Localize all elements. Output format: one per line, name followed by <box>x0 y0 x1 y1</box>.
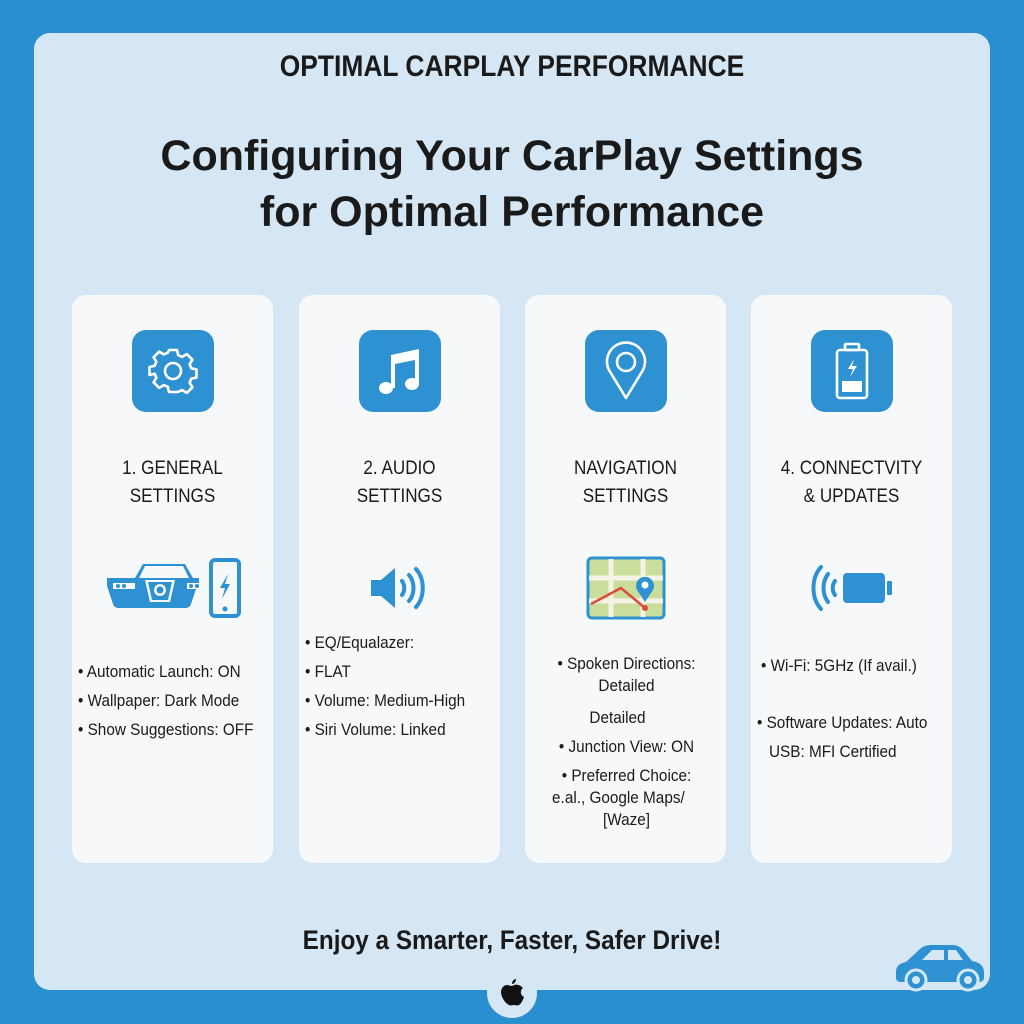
list-item: Detailed <box>589 708 646 727</box>
card-heading: 2. AUDIO SETTINGS <box>356 458 443 507</box>
kicker-heading: OPTIMAL CARPLAY PERFORMANCE <box>279 50 745 83</box>
list-item: • Preferred Choice: <box>561 766 692 785</box>
list-item: • Automatic Launch: ON <box>78 662 241 681</box>
list-item: • Spoken Directions: <box>557 654 696 673</box>
card-general-settings: 1. GENERAL SETTINGS • Automatic Launch: … <box>72 295 273 863</box>
map-route-icon <box>525 553 726 623</box>
card-heading: NAVIGATION SETTINGS <box>574 458 677 507</box>
list-item: USB: MFI Certified <box>769 742 897 761</box>
card-heading: 1. GENERAL SETTINGS <box>122 458 223 507</box>
list-item: Detailed <box>598 676 655 695</box>
speaker-volume-icon <box>299 553 500 623</box>
list-item: e.al., Google Maps/ <box>552 788 685 807</box>
car-icon <box>892 942 988 997</box>
card-connectivity-updates: 4. CONNECTVITY & UPDATES • Wi-Fi: 5GHz (… <box>751 295 952 863</box>
music-note-icon <box>358 330 441 412</box>
settings-list: • Spoken Directions: Detailed Detailed •… <box>531 653 722 831</box>
page-title: Configuring Your CarPlay Settings for Op… <box>0 128 1024 240</box>
title-line-1: Configuring Your CarPlay Settings <box>160 132 864 180</box>
apple-logo-icon <box>487 968 537 1018</box>
settings-list: • Wi-Fi: 5GHz (If avail.) • Software Upd… <box>757 651 948 766</box>
list-item: • Software Updates: Auto <box>757 713 928 732</box>
wireless-battery-icon <box>751 553 952 623</box>
settings-list: • EQ/Equalazer: • FLAT • Volume: Medium-… <box>305 628 496 744</box>
footer-tagline: Enjoy a Smarter, Faster, Safer Drive! <box>302 925 722 955</box>
list-item: • Volume: Medium-High <box>305 691 466 710</box>
list-item: • FLAT <box>305 662 351 681</box>
card-audio-settings: 2. AUDIO SETTINGS • EQ/Equalazer: • FLAT… <box>299 295 500 863</box>
list-item: • Wi-Fi: 5GHz (If avail.) <box>761 656 917 675</box>
list-item: • Siri Volume: Linked <box>305 720 446 739</box>
list-item: • EQ/Equalazer: <box>305 633 415 652</box>
car-dashboard-phone-icon <box>72 553 273 623</box>
card-navigation-settings: NAVIGATION SETTINGS • Spoken Directions:… <box>525 295 726 863</box>
battery-charging-icon <box>810 330 893 412</box>
list-item: • Wallpaper: Dark Mode <box>78 691 240 710</box>
gear-icon <box>131 330 214 412</box>
list-item <box>761 680 929 708</box>
list-item: • Junction View: ON <box>558 737 695 756</box>
card-heading: 4. CONNECTVITY & UPDATES <box>780 458 923 507</box>
list-item: [Waze] <box>602 810 651 829</box>
list-item: • Show Suggestions: OFF <box>78 720 254 739</box>
settings-list: • Automatic Launch: ON • Wallpaper: Dark… <box>78 657 269 744</box>
title-line-2: for Optimal Performance <box>259 188 765 236</box>
location-pin-icon <box>584 330 667 412</box>
